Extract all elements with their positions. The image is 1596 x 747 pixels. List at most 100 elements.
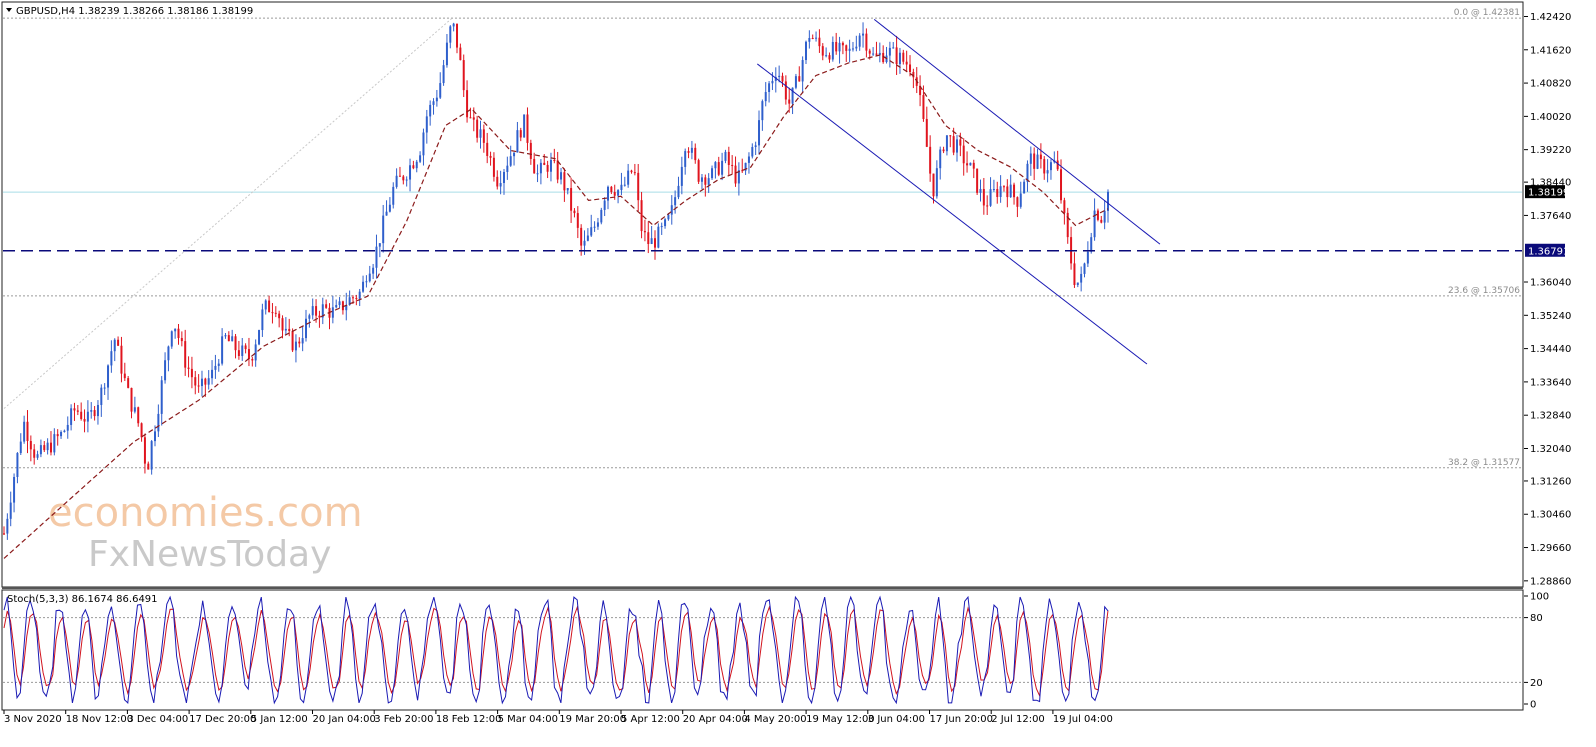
candle-body	[355, 297, 358, 299]
candle-body	[969, 162, 972, 166]
candle-body	[466, 90, 469, 118]
candle-body	[19, 441, 22, 454]
stoch-panel-frame	[1, 589, 1524, 711]
candle-body	[489, 155, 492, 158]
candle-body	[1013, 184, 1016, 198]
candle-body	[721, 160, 724, 175]
candle-body	[1023, 181, 1026, 194]
price-tick-label: 1.37640	[1530, 211, 1571, 222]
candle-body	[684, 151, 687, 167]
symbol-ohlc-title: GBPUSD,H4 1.38239 1.38266 1.38186 1.3819…	[16, 6, 253, 17]
candle-body	[932, 173, 935, 197]
candle-body	[1086, 251, 1089, 264]
dropdown-triangle-icon[interactable]	[6, 8, 12, 12]
candle-body	[254, 344, 257, 361]
watermark: economies.com FxNewsToday	[48, 490, 363, 575]
candle-body	[627, 170, 630, 185]
candle-body	[794, 76, 797, 88]
candle-body	[519, 130, 522, 138]
candle-body	[543, 162, 546, 165]
time-tick-label: 18 Feb 12:00	[436, 714, 502, 725]
candle-body	[56, 434, 59, 437]
candle-body	[476, 119, 479, 138]
candle-body	[251, 358, 254, 361]
candle-body	[1073, 263, 1076, 285]
time-tick-label: 17 Jun 20:00	[930, 714, 994, 725]
candle-body	[1063, 200, 1066, 213]
time-tick-label: 17 Dec 20:00	[189, 714, 256, 725]
candle-body	[774, 77, 777, 81]
fibonacci-levels: 0.0 @ 1.42381 23.6 @ 1.35706 38.2 @ 1.3157…	[3, 8, 1522, 469]
candle-body	[653, 238, 656, 248]
candle-body	[502, 171, 505, 184]
candle-body	[442, 65, 445, 84]
candle-body	[744, 162, 747, 171]
candle-body	[405, 179, 408, 181]
candle-body	[1006, 186, 1009, 198]
candle-body	[402, 176, 405, 181]
candle-body	[888, 47, 891, 56]
candle-body	[664, 219, 667, 227]
candle-body	[241, 345, 244, 356]
candle-body	[687, 151, 690, 153]
candle-body	[694, 147, 697, 161]
candle-body	[204, 378, 207, 385]
candle-body	[113, 339, 116, 352]
candle-body	[16, 453, 19, 477]
stoch-title: Stoch(5,3,3) 86.1674 86.6491	[7, 594, 158, 605]
candle-body	[415, 161, 418, 169]
candle-body	[459, 47, 462, 61]
candle-body	[43, 445, 46, 451]
candle-body	[801, 60, 804, 82]
candle-body	[274, 312, 277, 314]
candle-body	[234, 336, 237, 351]
candle-body	[603, 200, 606, 210]
candle-body	[768, 83, 771, 93]
channel-upper-line[interactable]	[873, 19, 1161, 245]
channel-lower-line[interactable]	[757, 63, 1148, 365]
candle-body	[23, 421, 26, 442]
price-tick-label: 1.35240	[1530, 311, 1571, 322]
candle-body	[674, 197, 677, 206]
candle-body	[86, 411, 89, 422]
candle-body	[680, 166, 683, 186]
candle-body	[351, 297, 354, 299]
candle-body	[311, 306, 314, 316]
candle-body	[1033, 153, 1036, 169]
time-tick-label: 20 Jan 04:00	[313, 714, 376, 725]
candle-body	[576, 213, 579, 228]
candle-body	[268, 300, 271, 313]
watermark-line2: FxNewsToday	[88, 534, 331, 575]
candle-body	[902, 52, 905, 62]
candle-body	[929, 146, 932, 174]
candle-body	[942, 149, 945, 152]
candle-body	[1049, 162, 1052, 171]
candle-body	[1076, 282, 1079, 285]
candle-body	[127, 378, 130, 388]
candle-body	[862, 33, 865, 36]
candle-body	[754, 145, 757, 148]
candle-body	[758, 120, 761, 146]
candle-body	[26, 421, 29, 442]
candle-body	[549, 160, 552, 172]
candle-body	[33, 449, 36, 458]
candle-body	[1056, 160, 1059, 170]
price-tick-label: 1.34440	[1530, 344, 1571, 355]
candle-body	[3, 533, 5, 535]
stoch-main-line	[3, 595, 1109, 705]
candle-body	[509, 156, 512, 166]
candle-body	[244, 345, 247, 350]
candle-body	[1093, 210, 1096, 238]
candle-body	[1100, 219, 1103, 223]
price-tick-label: 1.36040	[1530, 278, 1571, 289]
candle-body	[761, 101, 764, 121]
candle-body	[46, 442, 49, 451]
candle-body	[479, 129, 482, 138]
candle-body	[580, 227, 583, 246]
candle-body	[922, 95, 925, 119]
price-tick-label: 1.42420	[1530, 12, 1571, 23]
candle-body	[110, 351, 113, 366]
candle-body	[727, 151, 730, 165]
candle-body	[107, 365, 110, 388]
